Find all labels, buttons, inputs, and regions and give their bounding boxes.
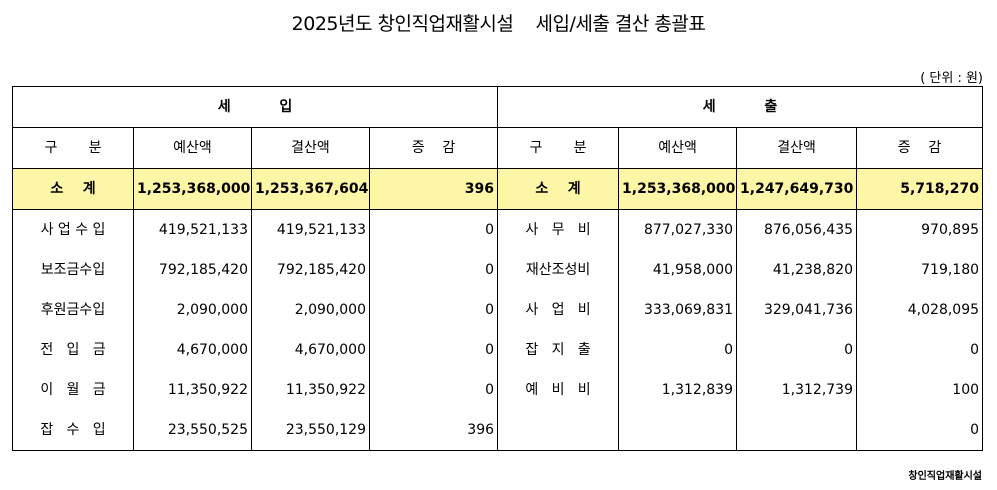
- revenue-row-settled: 23,550,129: [251, 410, 370, 451]
- revenue-row-budget: 419,521,133: [133, 209, 252, 250]
- expense-row-diff: 0: [856, 410, 984, 451]
- revenue-col-diff: 증 감: [368, 127, 499, 169]
- revenue-subtotal-label: 소 계: [12, 168, 134, 210]
- revenue-row-label: 보조금수입: [12, 250, 134, 290]
- revenue-row-label: 사 업 수 입: [12, 209, 134, 250]
- revenue-row-label: 잡 수 입: [12, 410, 134, 451]
- expense-row-budget: 41,958,000: [618, 250, 738, 290]
- expense-row-settled: [736, 410, 858, 451]
- expense-col-category: 구 분: [497, 127, 620, 169]
- expense-col-diff: 증 감: [856, 127, 984, 169]
- expense-row-label: 사 업 비: [497, 290, 620, 330]
- revenue-row-settled: 11,350,922: [251, 370, 370, 410]
- revenue-row-settled: 2,090,000: [251, 290, 370, 330]
- expense-row-label: 잡 지 출: [497, 330, 620, 370]
- subtotal-row: 소 계 1,253,368,000 1,253,367,604 396 소 계 …: [12, 168, 984, 210]
- revenue-subtotal-diff: 396: [368, 168, 499, 210]
- table-row: 전 입 금 4,670,000 4,670,000 0 잡 지 출 0 0 0: [12, 330, 984, 370]
- revenue-header: 세 입: [11, 86, 499, 128]
- expense-subtotal-label: 소 계: [497, 168, 620, 210]
- revenue-row-label: 전 입 금: [12, 330, 134, 370]
- table-row: 이 월 금 11,350,922 11,350,922 0 예 비 비 1,31…: [12, 370, 984, 410]
- expense-row-diff: 719,180: [856, 250, 984, 290]
- section-header-row: 세 입 세 출: [11, 86, 984, 128]
- summary-table: 세 입 세 출 구 분 예산액 결산액 증 감 구 분 예산액 결산액 증 감 …: [11, 86, 984, 451]
- expense-row-settled: 41,238,820: [736, 250, 858, 290]
- revenue-row-budget: 4,670,000: [133, 330, 252, 370]
- expense-row-settled: 876,056,435: [736, 209, 858, 250]
- revenue-row-label: 후원금수입: [12, 290, 134, 330]
- revenue-row-settled: 792,185,420: [251, 250, 370, 290]
- expense-row-settled: 329,041,736: [736, 290, 858, 330]
- expense-row-settled: 1,312,739: [736, 370, 858, 410]
- revenue-row-label: 이 월 금: [12, 370, 134, 410]
- expense-row-diff: 0: [856, 330, 984, 370]
- revenue-row-diff: 0: [368, 370, 499, 410]
- expense-row-budget: [618, 410, 738, 451]
- revenue-row-budget: 792,185,420: [133, 250, 252, 290]
- revenue-row-diff: 0: [368, 330, 499, 370]
- table-row: 사 업 수 입 419,521,133 419,521,133 0 사 무 비 …: [12, 209, 984, 250]
- expense-row-budget: 877,027,330: [618, 209, 738, 250]
- revenue-subtotal-budget: 1,253,368,000: [133, 168, 252, 210]
- revenue-row-budget: 2,090,000: [133, 290, 252, 330]
- revenue-col-settled: 결산액: [251, 127, 370, 169]
- expense-subtotal-budget: 1,253,368,000: [618, 168, 738, 210]
- revenue-col-budget: 예산액: [133, 127, 252, 169]
- revenue-row-settled: 4,670,000: [251, 330, 370, 370]
- expense-header: 세 출: [497, 86, 984, 128]
- expense-subtotal-settled: 1,247,649,730: [736, 168, 858, 210]
- expense-subtotal-diff: 5,718,270: [856, 168, 984, 210]
- expense-col-budget: 예산액: [618, 127, 738, 169]
- expense-row-settled: 0: [736, 330, 858, 370]
- revenue-col-category: 구 분: [12, 127, 134, 169]
- expense-row-label: 재산조성비: [497, 250, 620, 290]
- table-row: 잡 수 입 23,550,525 23,550,129 396 0: [12, 410, 984, 451]
- column-header-row: 구 분 예산액 결산액 증 감 구 분 예산액 결산액 증 감: [12, 127, 984, 169]
- expense-row-label: [497, 410, 620, 451]
- revenue-subtotal-settled: 1,253,367,604: [251, 168, 370, 210]
- expense-row-label: 사 무 비: [497, 209, 620, 250]
- expense-row-label: 예 비 비: [497, 370, 620, 410]
- revenue-row-diff: 0: [368, 209, 499, 250]
- expense-col-settled: 결산액: [736, 127, 858, 169]
- expense-row-budget: 1,312,839: [618, 370, 738, 410]
- page-title: 2025년도 창인직업재활시설 세입/세출 결산 총괄표: [291, 13, 706, 35]
- revenue-row-budget: 23,550,525: [133, 410, 252, 451]
- table-row: 후원금수입 2,090,000 2,090,000 0 사 업 비 333,06…: [12, 290, 984, 330]
- revenue-row-budget: 11,350,922: [133, 370, 252, 410]
- table-row: 보조금수입 792,185,420 792,185,420 0 재산조성비 41…: [12, 250, 984, 290]
- expense-row-budget: 0: [618, 330, 738, 370]
- unit-label: ( 단위 : 원): [920, 71, 983, 86]
- revenue-row-diff: 0: [368, 290, 499, 330]
- revenue-row-diff: 396: [368, 410, 499, 451]
- expense-row-diff: 100: [856, 370, 984, 410]
- expense-row-budget: 333,069,831: [618, 290, 738, 330]
- revenue-row-settled: 419,521,133: [251, 209, 370, 250]
- expense-row-diff: 970,895: [856, 209, 984, 250]
- expense-row-diff: 4,028,095: [856, 290, 984, 330]
- organization-footer: 창인직업재활시설: [908, 471, 982, 482]
- revenue-row-diff: 0: [368, 250, 499, 290]
